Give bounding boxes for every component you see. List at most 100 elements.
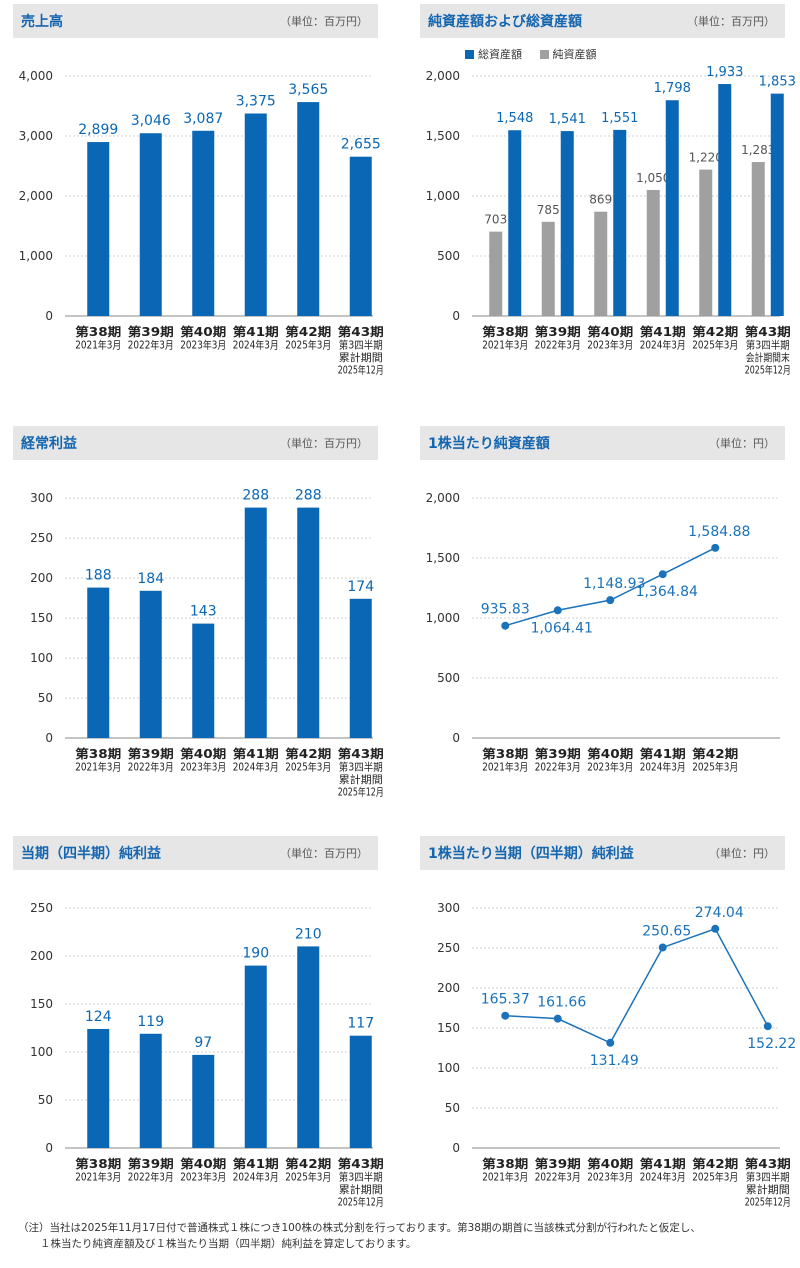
chart-svg: 0 500 1,000 1,500 2,000 第38期2021年3月第39期2022年3… (426, 491, 780, 774)
data-point (711, 543, 720, 552)
bar (770, 93, 784, 316)
x-tick-label: 第41期 (640, 746, 686, 761)
panel-bps: 1株当たり純資産額 （単位：円） 0 500 1,000 1,500 2,000 第38期… (420, 422, 785, 802)
y-tick-label: 4,000 (19, 69, 53, 83)
x-tick-label: 第3四半期 (339, 761, 383, 774)
y-tick-label: 1,000 (426, 189, 460, 203)
x-tick-label: 第39期 (128, 324, 174, 339)
x-tick-label: 第43期 (338, 1156, 384, 1171)
bps-chart: 0 500 1,000 1,500 2,000 第38期 2021年3月 第39期 2022年3… (420, 466, 785, 802)
data-point (763, 1022, 772, 1031)
legend-item-net-assets: 純資産額 (539, 46, 597, 62)
x-tick-label: 2025年3月 (692, 339, 738, 352)
y-tick-label: 100 (30, 1045, 53, 1059)
data-label: 274.04 (695, 905, 744, 921)
chart-svg: 0 500 1,000 1,500 2,000 第38期2021年3月第39期2022年3… (426, 65, 796, 376)
data-label: 1,220 (689, 151, 723, 165)
data-label: 190 (242, 946, 269, 962)
y-tick-label: 150 (437, 1021, 460, 1035)
x-tick-label: 第40期 (180, 1156, 226, 1171)
sales-chart: 0 1,000 2,000 3,000 4,000 第38期 2021年3月 第39期 2022… (13, 44, 384, 380)
x-tick-label: 第41期 (640, 324, 686, 339)
y-tick-label: 300 (30, 491, 53, 505)
x-tick-label: 2024年3月 (640, 761, 686, 774)
y-tick-label: 100 (30, 651, 53, 665)
y-tick-label: 1,000 (426, 611, 460, 625)
panel-header: 経常利益 （単位：百万円） (13, 426, 378, 460)
x-tick-label: 2023年3月 (587, 761, 633, 774)
bar (751, 162, 765, 316)
x-tick-label: 第38期 (482, 746, 528, 761)
y-tick-label: 250 (30, 901, 53, 915)
bar (489, 231, 503, 316)
bar (349, 1035, 372, 1148)
x-tick-label: 2023年3月 (180, 339, 226, 352)
data-point (658, 943, 667, 952)
legend-item-total-assets: 総資産額 (465, 46, 522, 62)
x-tick-label: 2025年3月 (285, 1171, 331, 1184)
unit-label: （単位：百万円） (280, 437, 368, 450)
x-tick-label: 2021年3月 (482, 761, 528, 774)
data-label: 1,541 (549, 112, 586, 127)
data-label: 210 (295, 926, 322, 942)
bar (87, 587, 110, 738)
x-tick-label: 第43期 (745, 1156, 791, 1171)
y-tick-label: 250 (437, 941, 460, 955)
x-tick-label: 2021年3月 (75, 339, 121, 352)
x-tick-label: 第38期 (75, 746, 121, 761)
bar (244, 113, 267, 316)
data-label: 1,584.88 (688, 524, 750, 540)
y-tick-label: 50 (445, 1101, 460, 1115)
y-tick-label: 150 (30, 997, 53, 1011)
panel-net-income: 当期（四半期）純利益 （単位：百万円） 0 50 100 150 200 250 第38期 2… (13, 832, 384, 1212)
x-tick-label: 第42期 (692, 1156, 738, 1171)
x-tick-label: 2025年3月 (285, 761, 331, 774)
bar (87, 1028, 110, 1148)
data-label: 3,046 (131, 113, 171, 129)
bar (244, 507, 267, 738)
y-tick-label: 150 (30, 611, 53, 625)
bar (718, 84, 732, 316)
bar (508, 130, 522, 316)
unit-label: （単位：百万円） (687, 15, 775, 28)
data-label: 3,375 (236, 94, 276, 110)
y-tick-label: 1,500 (426, 129, 460, 143)
y-tick-label: 50 (38, 1093, 53, 1107)
data-label: 1,283 (741, 143, 775, 157)
data-label: 2,655 (341, 137, 381, 153)
data-point (501, 621, 510, 630)
data-label: 935.83 (481, 602, 530, 618)
x-tick-label: 第39期 (128, 1156, 174, 1171)
bar (192, 623, 215, 738)
bar (244, 965, 267, 1148)
data-label: 124 (85, 1009, 112, 1025)
data-label: 703 (484, 213, 507, 227)
data-point (501, 1011, 510, 1020)
x-tick-label: 第41期 (233, 324, 279, 339)
x-tick-label: 2025年3月 (692, 761, 738, 774)
data-label: 2,899 (78, 122, 118, 138)
net-income-chart: 0 50 100 150 200 250 第38期 2021年3月 第39期 2022年3月 第40… (13, 876, 384, 1212)
x-tick-label: 第40期 (180, 324, 226, 339)
x-tick-label: 2025年3月 (692, 1171, 738, 1184)
y-tick-label: 100 (437, 1061, 460, 1075)
data-point (711, 924, 720, 933)
bar (139, 133, 162, 316)
chart-title: 純資産額および総資産額 (428, 14, 582, 30)
y-tick-label: 200 (30, 571, 53, 585)
x-tick-label: 第41期 (233, 1156, 279, 1171)
y-tick-label: 0 (452, 731, 460, 745)
data-label: 1,148.93 (583, 576, 645, 592)
chart-title: 売上高 (21, 14, 63, 30)
data-label: 97 (194, 1035, 212, 1051)
y-tick-label: 0 (45, 309, 53, 323)
bar (192, 1054, 215, 1148)
x-tick-label: 第42期 (692, 324, 738, 339)
panel-sales: 売上高 （単位：百万円） 0 1,000 2,000 3,000 4,000 第38期 20… (13, 0, 384, 380)
x-tick-label: 第40期 (587, 1156, 633, 1171)
x-tick-label: 累計期間 (339, 351, 383, 364)
y-tick-label: 50 (38, 691, 53, 705)
data-label: 184 (137, 571, 164, 587)
x-tick-label: 2022年3月 (128, 1171, 174, 1184)
x-tick-label: 第39期 (535, 1156, 581, 1171)
